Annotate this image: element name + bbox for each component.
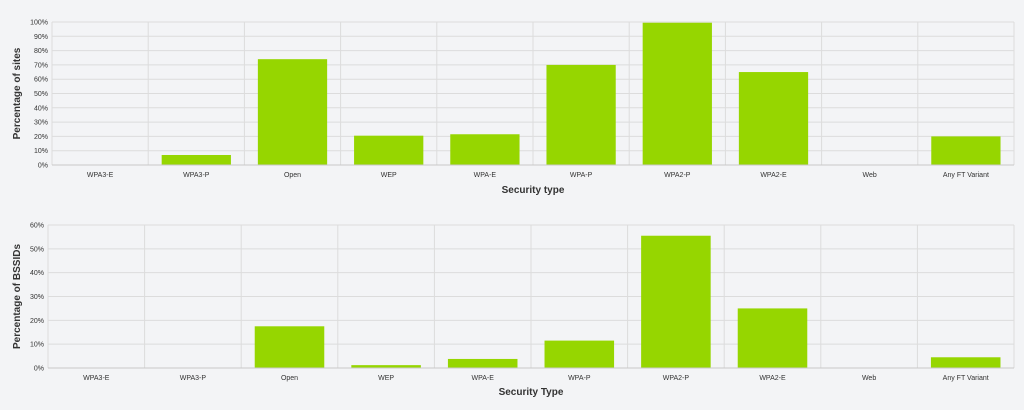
chart2-bar[interactable] [544, 340, 615, 368]
chart1-y-tick-label: 50% [34, 91, 48, 98]
chart1-x-tick-label: WPA2-P [664, 172, 691, 179]
chart2-x-tick-label: WPA-P [568, 375, 591, 382]
chart2-y-tick-label: 50% [30, 246, 44, 253]
chart2-x-tick-label: WEP [378, 375, 394, 382]
chart2-x-tick-label: WPA3-P [180, 375, 207, 382]
chart2-bar[interactable] [737, 308, 808, 368]
chart1-x-tick-label: WPA-P [570, 172, 593, 179]
chart1-x-tick-label: WPA-E [474, 172, 497, 179]
chart1-x-tick-label: Any FT Variant [943, 172, 989, 179]
chart1-bar[interactable] [738, 72, 809, 165]
chart1-bar[interactable] [931, 136, 1001, 165]
chart2-y-axis-title: Percentage of BSSIDs [12, 244, 23, 349]
chart1-x-tick-label: WPA2-E [760, 172, 787, 179]
chart1-bar[interactable] [257, 59, 328, 165]
chart1-y-axis-title: Percentage of sites [12, 47, 23, 139]
chart1-y-tick-label: 10% [34, 148, 48, 155]
chart1-bar[interactable] [546, 64, 616, 165]
chart2-y-tick-label: 10% [30, 342, 44, 349]
chart1-x-axis-title: Security type [502, 185, 565, 196]
chart2-x-axis-title: Security Type [499, 387, 564, 398]
chart1-y-tick-label: 100% [30, 20, 48, 27]
chart2-x-tick-label: WPA-E [471, 375, 494, 382]
chart2-x-tick-label: WPA2-E [759, 375, 786, 382]
chart2-y-tick-label: 20% [30, 318, 44, 325]
chart1-y-tick-label: 80% [34, 48, 48, 55]
chart1-x-tick-label: WPA3-E [87, 172, 114, 179]
chart1-bar[interactable] [450, 134, 520, 165]
chart2-x-tick-label: Open [281, 375, 298, 382]
chart1-y-tick-label: 30% [34, 120, 48, 127]
chart1-bar[interactable] [161, 154, 231, 165]
chart2-y-tick-label: 40% [30, 270, 44, 277]
chart2-x-tick-label: WPA2-P [663, 375, 690, 382]
chart1-y-tick-label: 90% [34, 34, 48, 41]
chart1-x-tick-label: WPA3-P [183, 172, 210, 179]
chart2-x-tick-label: WPA3-E [83, 375, 110, 382]
chart2-x-tick-label: Any FT Variant [943, 375, 989, 382]
chart2-x-tick-label: Web [862, 375, 876, 382]
chart1-x-tick-label: Web [863, 172, 877, 179]
chart2-y-tick-label: 0% [34, 366, 44, 373]
chart1-x-tick-label: Open [284, 172, 301, 179]
chart2-bar[interactable] [254, 326, 325, 368]
chart1-y-tick-label: 20% [34, 134, 48, 141]
chart1-y-tick-label: 0% [38, 163, 48, 170]
chart2-bar[interactable] [351, 365, 421, 368]
chart2-y-tick-label: 60% [30, 223, 44, 230]
chart2-bar[interactable] [447, 358, 518, 368]
chart2-bar[interactable] [930, 357, 1001, 368]
chart1-bar[interactable] [642, 22, 712, 166]
chart1-y-tick-label: 70% [34, 62, 48, 69]
chart2-y-tick-label: 30% [30, 294, 44, 301]
chart1-y-tick-label: 40% [34, 105, 48, 112]
chart1-y-tick-label: 60% [34, 77, 48, 84]
chart1-x-tick-label: WEP [381, 172, 397, 179]
chart2-bar[interactable] [641, 235, 711, 368]
chart1-bar[interactable] [354, 135, 424, 165]
